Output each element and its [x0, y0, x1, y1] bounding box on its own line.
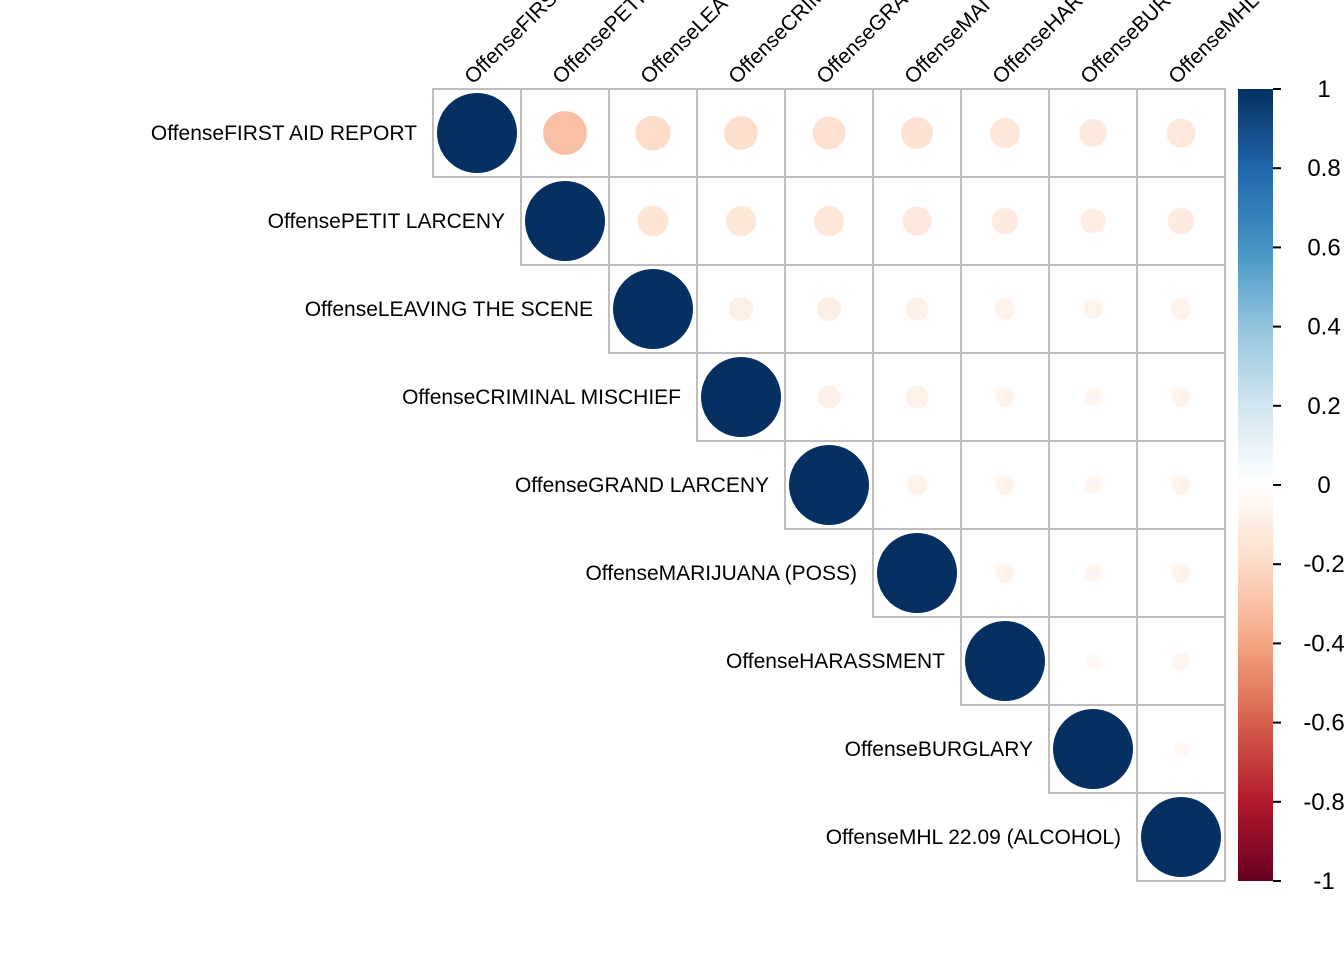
correlation-circles	[437, 93, 1221, 877]
column-label: OffenseHAR	[988, 0, 1087, 89]
correlation-circle	[817, 297, 841, 321]
correlation-circle	[1084, 388, 1102, 406]
correlation-circle	[995, 387, 1015, 407]
colorbar-tick-label: -0.2	[1303, 551, 1344, 578]
correlation-circle	[726, 206, 756, 236]
correlation-circle	[789, 445, 869, 525]
correlation-circle	[729, 297, 753, 321]
correlation-circle	[1053, 709, 1133, 789]
correlation-circle	[635, 115, 671, 151]
correlation-circle	[906, 474, 928, 496]
correlation-circle	[995, 563, 1015, 583]
correlation-circle	[990, 118, 1020, 148]
row-label: OffenseMARIJUANA (POSS)	[585, 562, 857, 585]
correlation-circle	[1171, 563, 1191, 583]
colorbar-tick-label: 0.4	[1307, 314, 1340, 341]
row-label: OffenseCRIMINAL MISCHIEF	[402, 386, 681, 409]
correlation-circle	[901, 117, 933, 149]
correlation-circle	[1166, 118, 1196, 148]
row-labels: OffenseFIRST AID REPORT OffensePETIT LARC…	[151, 122, 1121, 849]
correlation-circle	[543, 111, 587, 155]
correlation-circle	[525, 181, 605, 261]
correlation-circle	[1084, 564, 1102, 582]
row-label: OffenseHARASSMENT	[726, 650, 945, 673]
correlation-circle	[1170, 298, 1192, 320]
correlation-circle	[1172, 652, 1190, 670]
correlation-circle	[991, 207, 1019, 235]
colorbar-tick-label: -0.6	[1303, 710, 1344, 737]
correlation-circle	[1171, 387, 1191, 407]
grid-lines	[432, 88, 1226, 882]
row-label: OffenseLEAVING THE SCENE	[305, 298, 593, 321]
correlation-circle	[902, 206, 932, 236]
correlation-circle	[817, 385, 841, 409]
column-label: OffensePETI	[548, 0, 649, 89]
colorbar-tick-label: -0.8	[1303, 789, 1344, 816]
column-label: OffenseBUR	[1076, 0, 1175, 89]
correlation-circle	[994, 298, 1016, 320]
colorbar-tick-label: 0.8	[1307, 155, 1340, 182]
correlation-circle	[1141, 797, 1221, 877]
column-label: OffenseMAI	[900, 0, 994, 89]
row-label: OffenseBURGLARY	[845, 738, 1033, 761]
column-label: OffenseMHL	[1164, 0, 1263, 89]
correlation-circle	[905, 297, 929, 321]
correlation-circle	[437, 93, 517, 173]
colorbar-tick-label: -0.4	[1303, 630, 1344, 657]
correlation-circle	[814, 206, 844, 236]
correlation-circle	[1171, 475, 1191, 495]
correlation-circle	[637, 205, 669, 237]
column-label: OffenseFIRS	[460, 0, 562, 89]
correlation-circle	[812, 116, 846, 150]
column-label: OffenseGRA	[812, 0, 912, 89]
correlation-circle	[1080, 208, 1106, 234]
correlation-circle	[965, 621, 1045, 701]
column-label: OffenseLEA	[636, 0, 732, 89]
correlation-circle	[905, 385, 929, 409]
grid-cell	[1136, 792, 1226, 882]
row-label: OffensePETIT LARCENY	[268, 210, 505, 233]
correlation-circle	[1085, 653, 1101, 669]
correlation-circle	[995, 475, 1015, 495]
correlation-circle	[1079, 119, 1107, 147]
colorbar-tick-label: 1	[1317, 76, 1330, 103]
correlation-circle	[1083, 299, 1103, 319]
correlation-circle	[701, 357, 781, 437]
column-labels: OffenseFIRSOffensePETIOffenseLEAOffenseC…	[460, 0, 1263, 89]
correlation-circle	[724, 116, 758, 150]
correlation-circle	[1167, 207, 1195, 235]
colorbar-tick-label: 0.6	[1307, 234, 1340, 261]
correlation-circle	[1173, 741, 1189, 757]
row-label: OffenseMHL 22.09 (ALCOHOL)	[826, 826, 1121, 849]
row-label: OffenseGRAND LARCENY	[515, 474, 769, 497]
colorbar-tick-label: -1	[1313, 868, 1334, 895]
correlation-circle	[1084, 476, 1102, 494]
row-label: OffenseFIRST AID REPORT	[151, 122, 417, 145]
correlation-circle	[877, 533, 957, 613]
colorbar-tick-label: 0	[1317, 472, 1330, 499]
colorbar	[1238, 89, 1273, 881]
colorbar-tick-label: 0.2	[1307, 393, 1340, 420]
color-legend: 1 0.8 0.6 0.4 0.2 0 -0.2 -0.4 -0.6 -0.8 -1	[1238, 76, 1344, 895]
correlation-circle	[613, 269, 693, 349]
